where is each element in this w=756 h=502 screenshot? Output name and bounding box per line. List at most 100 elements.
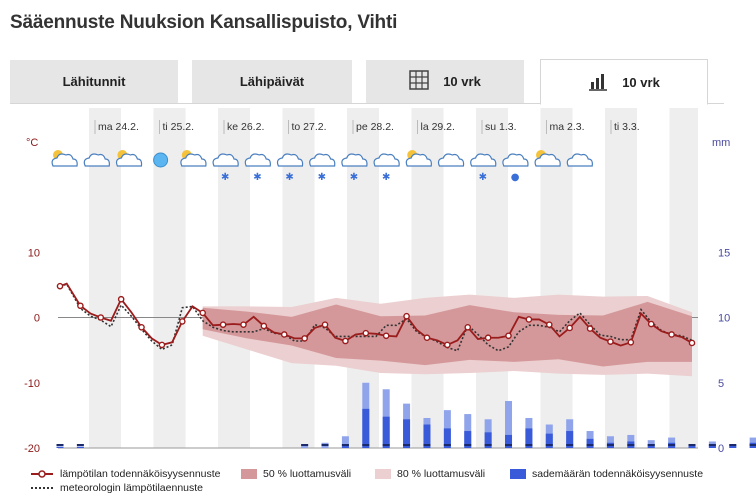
left-tick-label: 10 (28, 247, 40, 259)
precip-bar-base (56, 444, 64, 446)
precip-bar-probable (443, 428, 451, 448)
day-label: to 27.2. (292, 121, 327, 133)
temperature-point (688, 339, 696, 347)
temperature-point (97, 314, 105, 321)
precip-bar-probable (382, 416, 390, 448)
tab-label: Lähipäivät (239, 74, 305, 89)
partly-cloudy-icon (51, 150, 78, 167)
precip-bar-probable (708, 445, 716, 448)
temperature-point (647, 320, 655, 328)
precip-bar-base (362, 444, 370, 446)
day-label: su 1.3. (485, 121, 517, 133)
tab-lahipaivat[interactable]: Lähipäivät (192, 60, 352, 103)
snowflake-icon: ✱ (285, 172, 293, 183)
view-tabs: Lähitunnit Lähipäivät 10 vrk 10 vrk (10, 57, 724, 105)
precip-bar-probable (403, 419, 411, 448)
meteorologist-line (59, 283, 693, 352)
day-label: ma 2.3. (550, 121, 585, 133)
temperature-point (280, 331, 288, 338)
snow-icon: ✱ (373, 153, 400, 183)
precip-bar-base (76, 444, 84, 446)
right-axis-unit: mm (712, 137, 730, 149)
cloud-icon (373, 153, 400, 167)
precip-bar-base (505, 444, 513, 446)
temperature-point (138, 323, 145, 331)
cloud-icon (276, 153, 304, 167)
legend-item-conf50: 50 % luottamusväli (241, 468, 351, 480)
temperature-point (464, 323, 472, 331)
cloud-icon (212, 153, 239, 167)
confidence-band-50 (202, 301, 693, 367)
precip-bar-probable (423, 424, 431, 448)
temperature-point (505, 332, 512, 340)
cloud-icon (534, 153, 561, 167)
cloud-icon (405, 153, 432, 167)
precip-bar-probable (362, 408, 370, 448)
precip-bar-base (464, 444, 472, 446)
precip-bar-probable (647, 444, 655, 448)
snow-icon: ✱ (244, 153, 271, 183)
snowflake-icon: ✱ (221, 172, 229, 183)
legend-label: 80 % luottamusväli (397, 468, 486, 480)
snowflake-icon: ✱ (318, 172, 326, 183)
day-label: ti 3.3. (614, 121, 640, 133)
clear-icon (153, 152, 169, 168)
precip-bar-total (505, 401, 513, 448)
sleet-icon: ✱ (276, 153, 304, 183)
precip-bar-probable (688, 445, 696, 448)
temperature-point (56, 282, 64, 290)
temperature-point (158, 341, 166, 349)
cloud-icon (502, 153, 529, 167)
precip-bar-base (606, 444, 614, 446)
temperature-point (484, 334, 492, 342)
precip-bar-base (382, 444, 390, 446)
precip-bar-base (403, 444, 411, 446)
page-title: Sääennuste Nuuksion Kansallispuisto, Vih… (10, 12, 398, 33)
precip-bar-base (423, 444, 431, 446)
chart-legend: lämpötilan todennäköisyysennuste meteoro… (0, 463, 756, 502)
snowflake-icon: ✱ (382, 172, 390, 183)
temperature-point (321, 321, 329, 328)
precip-bar-total (341, 436, 349, 448)
cloud-icon (244, 153, 271, 167)
tab-10vrk-chart[interactable]: 10 vrk (540, 59, 708, 105)
bar-chart-icon (588, 71, 608, 94)
temperature-point (179, 318, 186, 325)
temperature-point (607, 338, 614, 345)
cloud-icon (51, 153, 78, 167)
precip-bar-base (708, 444, 716, 446)
precip-bar-base (484, 444, 492, 446)
precip-bar-probable (341, 444, 349, 448)
temperature-point (301, 335, 308, 342)
snow-icon: ✱ (309, 153, 336, 183)
tab-10vrk-table[interactable]: 10 vrk (366, 60, 524, 103)
tab-lahitunnit[interactable]: Lähitunnit (10, 60, 178, 103)
precip-bar-base (749, 444, 756, 446)
precip-bar-probable (525, 428, 533, 448)
legend-item-conf80: 80 % luottamusväli (375, 468, 485, 480)
tab-label: 10 vrk (443, 74, 481, 89)
temperature-point (566, 324, 573, 332)
legend-label: lämpötilan todennäköisyysennuste (60, 468, 221, 480)
legend-swatch (375, 469, 391, 479)
left-tick-label: -20 (24, 443, 40, 455)
precip-bar-base (688, 444, 696, 446)
day-label: ke 26.2. (227, 121, 264, 133)
cloud-icon (309, 153, 336, 167)
partly-cloudy-icon (115, 150, 143, 167)
right-tick-label: 10 (718, 313, 730, 325)
temperature-point (77, 302, 84, 310)
legend-item-meteorologist: meteorologin lämpötilaennuste (30, 482, 203, 494)
legend-item-probable: lämpötilan todennäköisyysennuste (30, 468, 221, 480)
temperature-point (342, 337, 349, 345)
temperature-point (382, 332, 390, 340)
snowflake-icon: ✱ (253, 172, 261, 183)
precip-bar-base (443, 444, 451, 446)
precip-bar-base (566, 444, 574, 446)
cloud-icon (115, 153, 143, 167)
night-band (605, 108, 637, 448)
temperature-point (444, 341, 451, 349)
temperature-point (627, 338, 635, 346)
precip-bar-base (586, 444, 594, 446)
legend-swatch (510, 469, 526, 479)
